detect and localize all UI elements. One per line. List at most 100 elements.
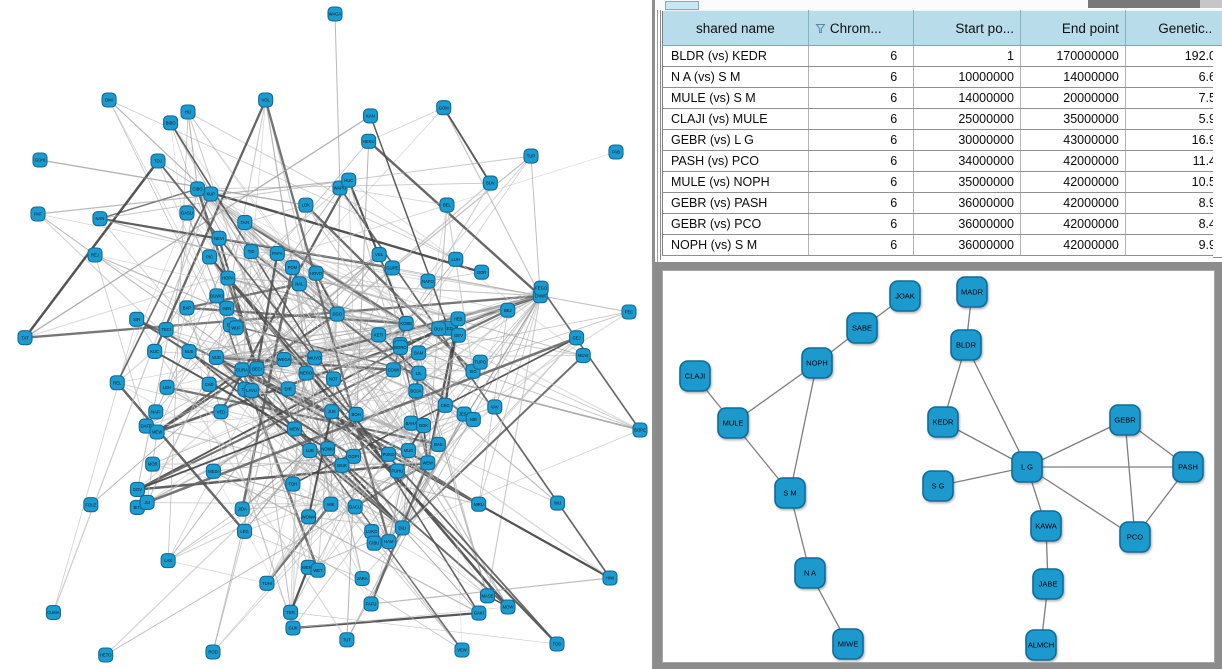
- network-node-ALMCH[interactable]: ALMCH: [1025, 629, 1057, 661]
- network-node[interactable]: HUC: [341, 172, 357, 188]
- network-node[interactable]: LEH: [159, 379, 175, 395]
- horizontal-scrollbar-thumb[interactable]: [1088, 0, 1200, 8]
- network-node[interactable]: WEW: [420, 455, 436, 471]
- network-edge[interactable]: [186, 256, 210, 309]
- network-node-JOAK[interactable]: JOAK: [889, 280, 921, 312]
- network-node[interactable]: JUS: [324, 404, 340, 420]
- network-edge[interactable]: [167, 419, 474, 562]
- network-node[interactable]: WUVO: [307, 350, 323, 366]
- column-header-end-point[interactable]: End point: [1020, 10, 1126, 46]
- network-edge[interactable]: [277, 253, 488, 597]
- network-edge-BLDR-L G[interactable]: [965, 344, 1028, 468]
- network-node[interactable]: MUG: [400, 442, 417, 459]
- network-edge[interactable]: [292, 611, 479, 630]
- network-node[interactable]: GAKI: [471, 605, 487, 621]
- network-node[interactable]: LUB: [302, 442, 318, 459]
- network-edge[interactable]: [427, 271, 482, 282]
- overview-network-panel[interactable]: WAGA WAPO GOHI TOJ PAF PAB PEC REJ HIJ ROD GUK VEW M…: [0, 0, 652, 669]
- network-node[interactable]: KETI: [371, 327, 387, 343]
- network-node[interactable]: GUK: [285, 620, 301, 636]
- network-node[interactable]: NAFI: [148, 404, 164, 420]
- network-edge[interactable]: [244, 253, 278, 532]
- network-node[interactable]: DOV: [129, 481, 146, 498]
- network-edge[interactable]: [227, 277, 541, 297]
- network-node[interactable]: HETO: [98, 647, 114, 663]
- network-node[interactable]: POM: [284, 260, 301, 276]
- network-node[interactable]: LAS: [160, 553, 176, 569]
- table-row[interactable]: GEBR (vs) PCO 6 36000000 42000000 8.4: [662, 213, 1222, 235]
- network-node[interactable]: HIJ: [180, 104, 196, 120]
- network-node[interactable]: LUH: [448, 251, 464, 267]
- network-node[interactable]: JIJ: [139, 494, 155, 510]
- network-edge[interactable]: [369, 115, 450, 329]
- network-node[interactable]: CAD: [201, 376, 217, 392]
- network-edge[interactable]: [210, 193, 459, 336]
- network-edge[interactable]: [94, 254, 407, 324]
- table-row[interactable]: PASH (vs) PCO 6 34000000 42000000 11.4: [662, 150, 1222, 172]
- network-node[interactable]: TOH: [285, 476, 301, 492]
- network-node-KEDR[interactable]: KEDR: [927, 406, 959, 438]
- network-node-BLDR[interactable]: BLDR: [950, 329, 982, 361]
- network-edge[interactable]: [90, 254, 380, 506]
- network-node[interactable]: BEL: [439, 197, 455, 213]
- network-edge[interactable]: [244, 530, 363, 579]
- network-edge[interactable]: [418, 352, 488, 596]
- network-node[interactable]: DILI: [394, 520, 410, 536]
- network-node[interactable]: TAFI: [237, 214, 253, 231]
- network-node-KAWA[interactable]: KAWA: [1030, 510, 1062, 542]
- network-node[interactable]: WEGA: [276, 352, 292, 368]
- network-edge[interactable]: [266, 344, 401, 584]
- network-edge[interactable]: [146, 287, 542, 427]
- network-edge[interactable]: [330, 378, 334, 505]
- network-node[interactable]: MOR: [145, 456, 161, 472]
- network-node[interactable]: BOPE: [632, 422, 648, 438]
- network-edge[interactable]: [361, 337, 577, 579]
- network-edge[interactable]: [169, 122, 480, 614]
- network-node[interactable]: TUHI: [259, 575, 275, 591]
- network-node[interactable]: NUS: [181, 344, 197, 360]
- table-row[interactable]: BLDR (vs) KEDR 6 1 170000000 192.0: [662, 45, 1222, 67]
- network-node[interactable]: MUVI: [575, 348, 591, 364]
- network-edge[interactable]: [218, 237, 393, 269]
- network-node[interactable]: BAP: [179, 300, 195, 316]
- network-edge[interactable]: [334, 13, 341, 189]
- network-edge[interactable]: [367, 140, 542, 297]
- network-node[interactable]: NAFO: [420, 273, 436, 289]
- network-node[interactable]: BUV: [482, 175, 498, 191]
- network-edge[interactable]: [157, 160, 316, 359]
- network-node[interactable]: MASE: [479, 588, 496, 604]
- network-node[interactable]: KUP: [203, 186, 219, 202]
- network-node[interactable]: LOK: [298, 197, 314, 213]
- network-node[interactable]: NERO: [298, 365, 314, 381]
- network-edge[interactable]: [446, 204, 474, 372]
- network-edge[interactable]: [241, 369, 488, 597]
- network-edge[interactable]: [368, 107, 444, 142]
- overview-network-canvas[interactable]: WAGA WAPO GOHI TOJ PAF PAB PEC REJ HIJ ROD GUK VEW M…: [0, 0, 652, 669]
- network-node[interactable]: WET: [310, 562, 326, 578]
- network-edge[interactable]: [494, 295, 541, 408]
- network-node-MIWE[interactable]: MIWE: [832, 628, 864, 660]
- network-node[interactable]: TID: [243, 243, 259, 260]
- column-header-chrom-[interactable]: Chrom...: [808, 10, 915, 46]
- network-edge[interactable]: [418, 372, 641, 431]
- network-node[interactable]: PUHU: [389, 463, 405, 479]
- network-edge[interactable]: [255, 253, 279, 369]
- network-edge[interactable]: [264, 99, 390, 542]
- network-edge[interactable]: [146, 425, 479, 505]
- network-node[interactable]: WIJ: [550, 495, 566, 511]
- network-edge[interactable]: [266, 465, 343, 584]
- network-edge[interactable]: [540, 295, 630, 313]
- network-node[interactable]: TAT: [17, 330, 33, 346]
- network-node[interactable]: KAN: [362, 108, 379, 124]
- network-edge[interactable]: [373, 419, 474, 544]
- network-node[interactable]: BAM: [411, 345, 427, 361]
- network-node[interactable]: TOD: [549, 636, 565, 652]
- network-edge[interactable]: [152, 287, 542, 465]
- network-node-N A[interactable]: N A: [794, 557, 826, 589]
- network-node[interactable]: NIB: [465, 411, 481, 428]
- network-edge[interactable]: [166, 386, 310, 451]
- network-edge[interactable]: [166, 307, 188, 388]
- network-edge[interactable]: [116, 381, 246, 533]
- network-node-CLAJI[interactable]: CLAJI: [679, 360, 711, 392]
- network-node[interactable]: GUPE: [384, 260, 400, 276]
